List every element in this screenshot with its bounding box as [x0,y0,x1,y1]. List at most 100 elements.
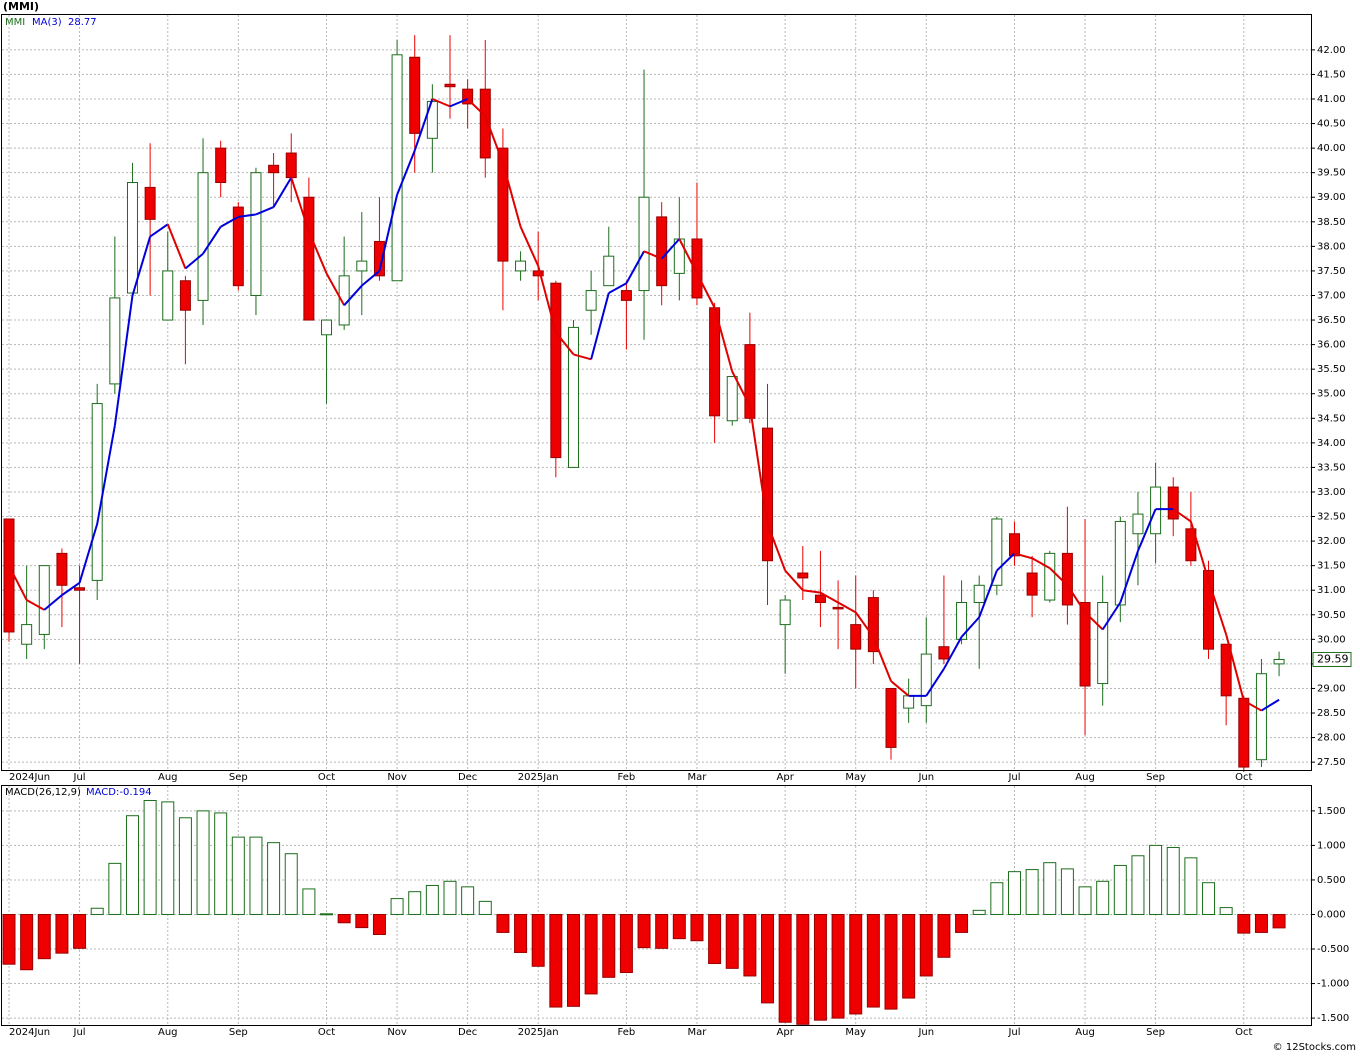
x-tick-label: Aug [1075,1027,1095,1038]
candle-body [1079,601,1091,687]
ma-line [1260,698,1280,712]
candle-body [1185,528,1197,562]
candle-body [497,147,509,262]
macd-bar [249,836,263,915]
ma-line [1031,557,1051,569]
candle-body [956,601,968,640]
ma-line [61,582,81,596]
macd-bar [972,909,986,915]
x-tick-label: Oct [1235,1027,1252,1038]
macd-bar [425,884,439,915]
macd-bar [884,913,898,1010]
y-tick-label: 35.50 [1317,364,1346,375]
macd-bar [990,882,1004,915]
x-tick-label: Mar [688,772,708,783]
y-tick-label: 34.00 [1317,438,1346,449]
x-tick-label: Apr [777,1027,795,1038]
macd-bar [320,913,334,916]
candle-body [550,282,562,459]
ma-line [166,223,187,269]
candle-body [179,280,191,311]
macd-bar [813,913,827,1021]
y-tick-label: 31.00 [1317,585,1346,596]
y-tick-label: -1.000 [1317,979,1349,990]
ma-line [731,371,751,407]
candle-body [56,552,68,586]
candle-body [356,260,368,272]
candle-body [479,88,491,159]
macd-bar [637,913,651,949]
ma-line [1101,601,1122,631]
x-tick-label: Jul [1007,1027,1020,1038]
ma-line [220,216,239,228]
y-tick-label: 0.500 [1317,875,1346,886]
macd-bar [372,913,386,936]
x-tick-label: 2025Jan [518,772,559,783]
ma-line [290,177,310,232]
y-tick-label: 39.00 [1317,192,1346,203]
macd-bar [514,913,528,953]
candle-body [409,56,421,134]
macd-bar [531,913,545,967]
x-tick-label: Aug [158,772,178,783]
chart-title: (MMI) [3,0,39,13]
candle-body [197,172,209,301]
candle-body [1203,570,1215,650]
candle-body [3,518,15,633]
macd-bar [1272,913,1286,929]
x-tick-label: Jul [1007,772,1020,783]
x-tick-label: Sep [1146,772,1165,783]
ma-line [378,194,399,272]
x-tick-label: Jun [917,1027,934,1038]
candle-body [903,695,915,709]
x-tick-label: 2024Jun [9,1027,50,1038]
macd-bar [1219,907,1233,915]
y-tick-label: 28.00 [1317,733,1346,744]
ma-line [96,425,116,525]
grid-layer: 27.5028.0028.5029.0029.5030.0030.5031.00… [2,15,1349,1038]
macd-bar [55,913,69,954]
y-tick-label: 37.50 [1317,266,1346,277]
ma-line [854,611,875,638]
macd-bar [849,913,863,1015]
ma-line [325,272,346,306]
y-tick-label: 38.50 [1317,217,1346,228]
macd-bar [1131,855,1145,915]
y-tick-label: -0.500 [1317,944,1349,955]
macd-bar [796,913,810,1025]
macd-bar [602,913,616,978]
candle-body [1044,552,1056,601]
ma-line [413,98,434,151]
candle-body [885,687,897,748]
ma-line [996,552,1016,572]
macd-bar [408,891,422,915]
macd-bar [20,913,34,971]
ma-line [573,353,592,361]
macd-bar [937,913,951,958]
candle-body [144,186,156,220]
ma-line [449,98,469,108]
y-tick-label: 42.00 [1317,45,1346,56]
macd-bar [725,913,739,969]
ma-line [1243,699,1262,712]
candle-body [285,152,297,179]
ma-line [890,680,910,697]
macd-bar [390,898,404,915]
ma-line [678,238,698,274]
x-tick-label: Nov [387,772,407,783]
ma-line [184,252,204,270]
y-tick-label: 1.000 [1317,840,1346,851]
ma-line [78,523,99,584]
candle-body [532,270,544,277]
macd-bar [1007,871,1021,915]
candle-body [1097,601,1109,685]
macd-bar [461,886,475,915]
macd-bar [708,913,722,965]
y-tick-label: 35.00 [1317,389,1346,400]
y-tick-label: -1.500 [1317,1013,1349,1024]
macd-bar [672,913,686,940]
candle-body [779,599,791,626]
ma-line [1207,580,1228,635]
macd-bar [778,913,792,1023]
